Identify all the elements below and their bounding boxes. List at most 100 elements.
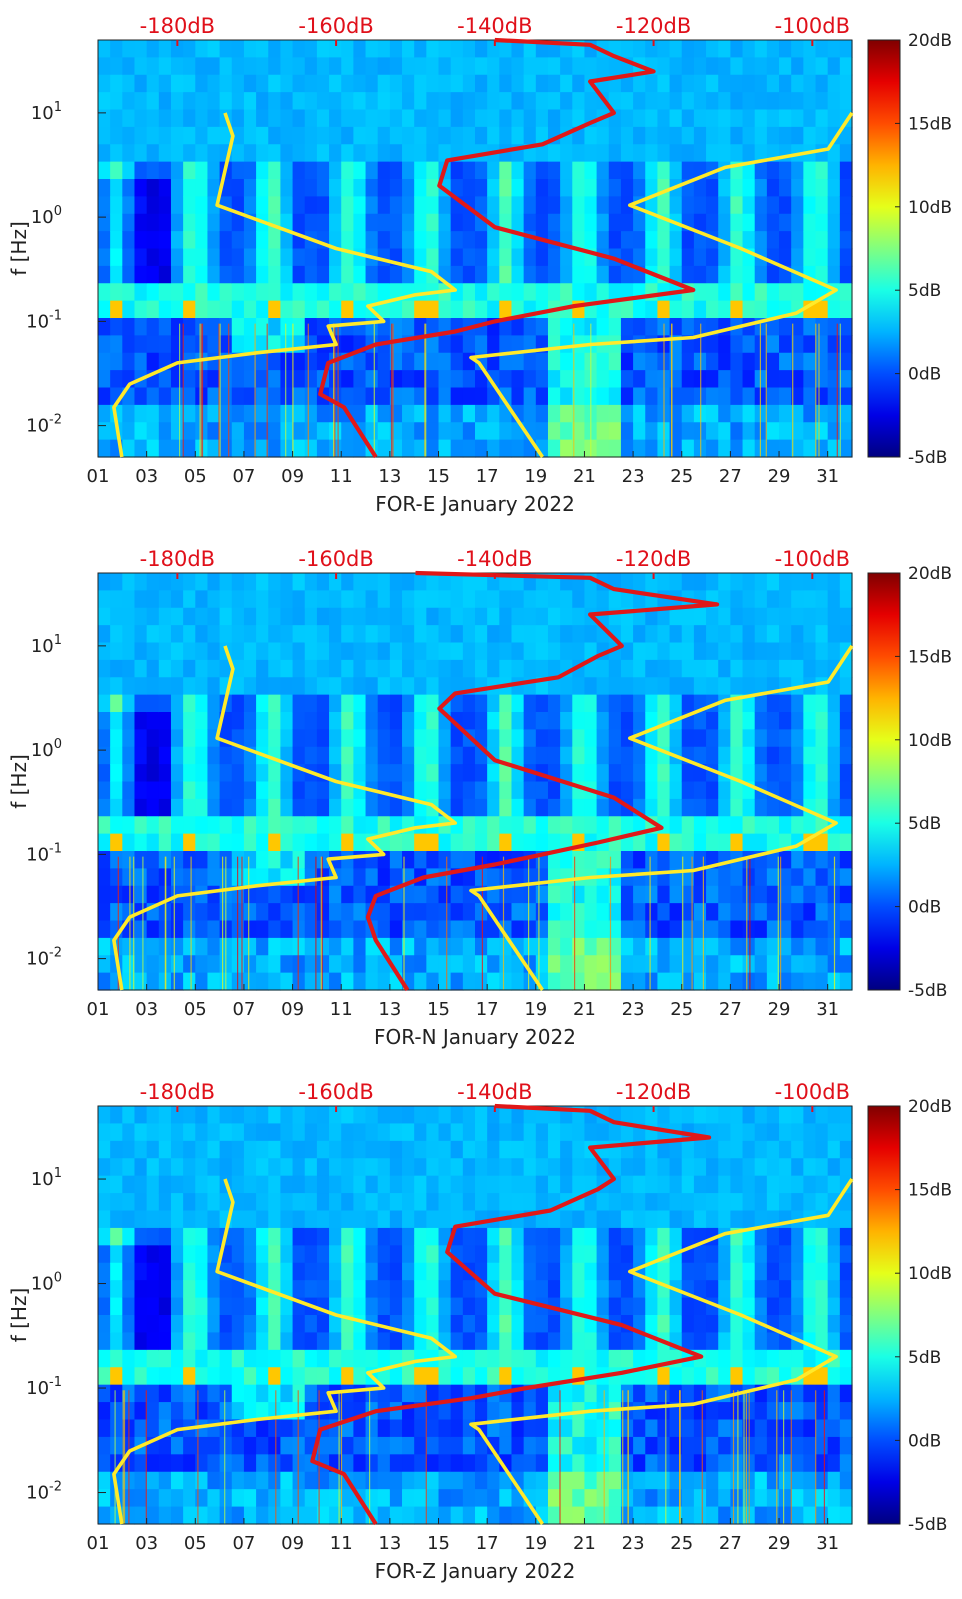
top-axis-label: -100dB bbox=[775, 547, 850, 571]
x-axis-label: FOR-N January 2022 bbox=[374, 1025, 576, 1049]
x-axis-label: FOR-E January 2022 bbox=[375, 492, 575, 516]
top-axis-label: -180dB bbox=[140, 1080, 215, 1104]
top-axis-label: -120dB bbox=[616, 1080, 691, 1104]
colorbar: 20dB 15dB 10dB 5dB 0dB -5dB bbox=[867, 564, 952, 1001]
x-tick-label: 03 bbox=[135, 1533, 158, 1554]
colorbar-tick-label: -5dB bbox=[908, 1515, 947, 1535]
plot-frame bbox=[97, 39, 853, 458]
x-tick-label: 23 bbox=[622, 999, 645, 1020]
x-tick-label: 19 bbox=[524, 999, 547, 1020]
noise-model-line bbox=[469, 1178, 854, 1526]
x-tick-label: 25 bbox=[670, 466, 693, 487]
x-tick-label: 27 bbox=[719, 999, 742, 1020]
x-tick-label: 21 bbox=[573, 466, 596, 487]
x-tick-label: 17 bbox=[476, 999, 499, 1020]
top-axis-label: -180dB bbox=[140, 547, 215, 571]
x-tick-label: 25 bbox=[670, 1533, 693, 1554]
top-axis-label: -120dB bbox=[616, 547, 691, 571]
x-tick-label: 15 bbox=[427, 1533, 450, 1554]
top-axis-label: -120dB bbox=[616, 14, 691, 38]
x-tick-label: 19 bbox=[524, 1533, 547, 1554]
noise-model-line bbox=[469, 644, 854, 992]
x-tick-label: 17 bbox=[476, 1533, 499, 1554]
x-tick-label: 23 bbox=[622, 466, 645, 487]
y-tick-label: 101 bbox=[31, 100, 62, 124]
colorbar-tick-label: 20dB bbox=[908, 31, 952, 51]
spectrum-line bbox=[365, 570, 720, 992]
y-tick-label: 100 bbox=[31, 1271, 62, 1295]
spectrogram-panel: 01 03 05 07 09 11 13 15 17 19 21 23 25 27 29 31 FOR-Z Ja… bbox=[7, 1080, 952, 1583]
y-tick-label: 10-1 bbox=[26, 841, 62, 865]
x-tick-label: 29 bbox=[768, 466, 791, 487]
colorbar-tick-label: 10dB bbox=[908, 1264, 952, 1284]
colorbar-tick-label: 15dB bbox=[908, 647, 952, 667]
x-tick-label: 29 bbox=[768, 999, 791, 1020]
colorbar-tick-label: 15dB bbox=[908, 114, 952, 134]
x-tick-label: 11 bbox=[330, 466, 353, 487]
x-tick-label: 27 bbox=[719, 1533, 742, 1554]
x-tick-label: 19 bbox=[524, 466, 547, 487]
spectrum-line bbox=[310, 1103, 712, 1526]
colorbar-tick-label: 0dB bbox=[908, 898, 941, 918]
x-tick-label: 13 bbox=[378, 466, 401, 487]
x-tick-label: 09 bbox=[281, 999, 304, 1020]
y-tick-label: 10-1 bbox=[26, 308, 62, 332]
y-tick-label: 10-2 bbox=[26, 1480, 62, 1504]
x-tick-label: 25 bbox=[670, 999, 693, 1020]
spectrogram-panel: 01 03 05 07 09 11 13 15 17 19 21 23 25 27 29 31 FOR-E Ja… bbox=[7, 14, 952, 516]
noise-model-line bbox=[112, 112, 458, 458]
x-tick-label: 31 bbox=[816, 466, 839, 487]
x-tick-label: 11 bbox=[330, 999, 353, 1020]
colorbar-tick-label: 0dB bbox=[908, 1431, 941, 1451]
x-tick-label: 09 bbox=[281, 466, 304, 487]
x-tick-label: 17 bbox=[476, 466, 499, 487]
y-tick-label: 100 bbox=[31, 737, 62, 761]
x-tick-label: 05 bbox=[184, 1533, 207, 1554]
colorbar-tick-label: 20dB bbox=[908, 1097, 952, 1117]
x-tick-label: 07 bbox=[232, 466, 255, 487]
colorbar-tick-label: 5dB bbox=[908, 281, 941, 301]
x-tick-label: 15 bbox=[427, 999, 450, 1020]
x-tick-label: 21 bbox=[573, 999, 596, 1020]
y-axis-label: f [Hz] bbox=[7, 1288, 31, 1343]
colorbar-tick-label: -5dB bbox=[908, 981, 947, 1001]
top-axis-label: -160dB bbox=[298, 14, 373, 38]
x-tick-label: 01 bbox=[87, 466, 110, 487]
spectrogram-panel: 01 03 05 07 09 11 13 15 17 19 21 23 25 27 29 31 FOR-N Ja… bbox=[7, 547, 952, 1049]
heatmap-cells bbox=[98, 573, 853, 991]
colorbar: 20dB 15dB 10dB 5dB 0dB -5dB bbox=[867, 1097, 952, 1535]
y-tick-label: 10-2 bbox=[26, 413, 62, 437]
plot-frame bbox=[97, 1105, 853, 1525]
colorbar-tick-label: 5dB bbox=[908, 814, 941, 834]
top-axis-label: -160dB bbox=[298, 1080, 373, 1104]
top-axis-label: -140dB bbox=[457, 1080, 532, 1104]
x-tick-label: 31 bbox=[816, 1533, 839, 1554]
x-axis-label: FOR-Z January 2022 bbox=[375, 1559, 576, 1583]
y-tick-label: 10-2 bbox=[26, 946, 62, 970]
x-tick-label: 03 bbox=[135, 466, 158, 487]
x-tick-label: 13 bbox=[378, 999, 401, 1020]
top-axis-label: -160dB bbox=[298, 547, 373, 571]
noise-model-line bbox=[112, 1178, 458, 1525]
y-tick-label: 101 bbox=[31, 1166, 62, 1190]
x-tick-label: 27 bbox=[719, 466, 742, 487]
x-tick-label: 23 bbox=[622, 1533, 645, 1554]
x-tick-label: 21 bbox=[573, 1533, 596, 1554]
colorbar-tick-label: -5dB bbox=[908, 448, 947, 468]
x-tick-label: 13 bbox=[378, 1533, 401, 1554]
top-axis-label: -140dB bbox=[457, 14, 532, 38]
x-tick-label: 03 bbox=[135, 999, 158, 1020]
top-axis-label: -100dB bbox=[775, 1080, 850, 1104]
top-axis-label: -180dB bbox=[140, 14, 215, 38]
y-tick-label: 101 bbox=[31, 633, 62, 657]
x-tick-label: 09 bbox=[281, 1533, 304, 1554]
colorbar-tick-label: 20dB bbox=[908, 564, 952, 584]
x-tick-label: 29 bbox=[768, 1533, 791, 1554]
x-tick-label: 05 bbox=[184, 466, 207, 487]
x-tick-label: 15 bbox=[427, 466, 450, 487]
y-tick-label: 10-1 bbox=[26, 1375, 62, 1399]
colorbar-tick-label: 10dB bbox=[908, 198, 952, 218]
x-tick-label: 01 bbox=[87, 1533, 110, 1554]
colorbar-tick-label: 5dB bbox=[908, 1348, 941, 1368]
